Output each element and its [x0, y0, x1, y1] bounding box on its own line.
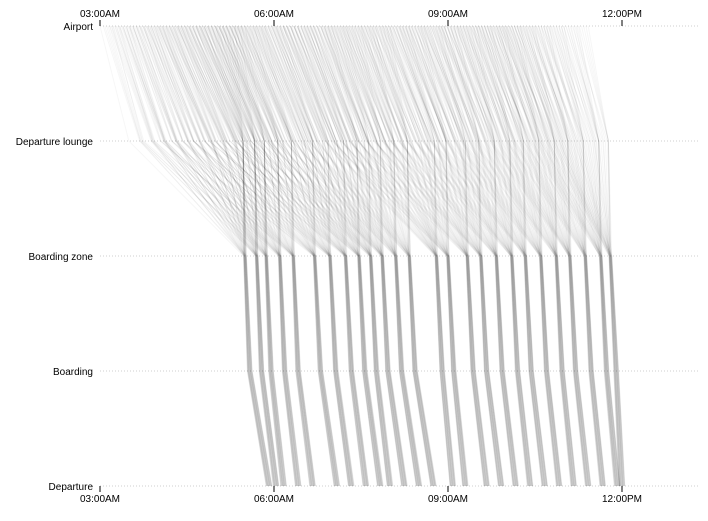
x-axis-bottom-tick-label: 12:00PM	[602, 494, 642, 505]
x-axis-bottom-tick-label: 03:00AM	[80, 494, 120, 505]
x-axis-bottom-tick-label: 06:00AM	[254, 494, 294, 505]
x-axis-top-tick-label: 12:00PM	[602, 9, 642, 20]
stage-label: Boarding	[53, 367, 93, 378]
x-axis-top: 03:00AM 06:00AM 09:00AM 12:00PM	[80, 9, 642, 26]
stage-labels: Airport Departure lounge Boarding zone Boar…	[16, 22, 94, 493]
x-axis-top-tick-label: 03:00AM	[80, 9, 120, 20]
stage-label: Departure lounge	[16, 137, 94, 148]
stage-gridlines	[100, 25, 700, 487]
x-axis-bottom: 03:00AM 06:00AM 09:00AM 12:00PM	[80, 486, 642, 505]
x-axis-top-tick-label: 06:00AM	[254, 9, 294, 20]
stage-label: Departure	[49, 482, 94, 493]
x-axis-top-tick-label: 09:00AM	[428, 9, 468, 20]
stage-label: Boarding zone	[29, 252, 94, 263]
stage-label: Airport	[64, 22, 94, 33]
x-axis-bottom-tick-label: 09:00AM	[428, 494, 468, 505]
